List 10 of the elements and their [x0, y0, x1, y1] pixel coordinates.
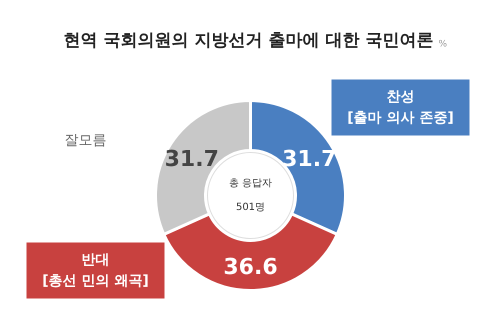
slice-label: 잘모름: [64, 132, 106, 148]
data-label: 31.7: [164, 146, 219, 172]
text: 501명: [236, 202, 266, 213]
data-label: 31.7: [282, 146, 336, 172]
chart-title: 현역 국회의원의 지방선거 출마에 대한 국민여론: [64, 30, 434, 50]
text: 총 응답자: [228, 178, 272, 189]
data-label: 36.6: [223, 255, 278, 280]
chart-subtitle: %: [438, 40, 448, 50]
slice-label: 찬성 [출마 의사 존중]: [347, 89, 454, 126]
slice-label: 반대 [총선 민의 왜곡]: [42, 252, 149, 289]
